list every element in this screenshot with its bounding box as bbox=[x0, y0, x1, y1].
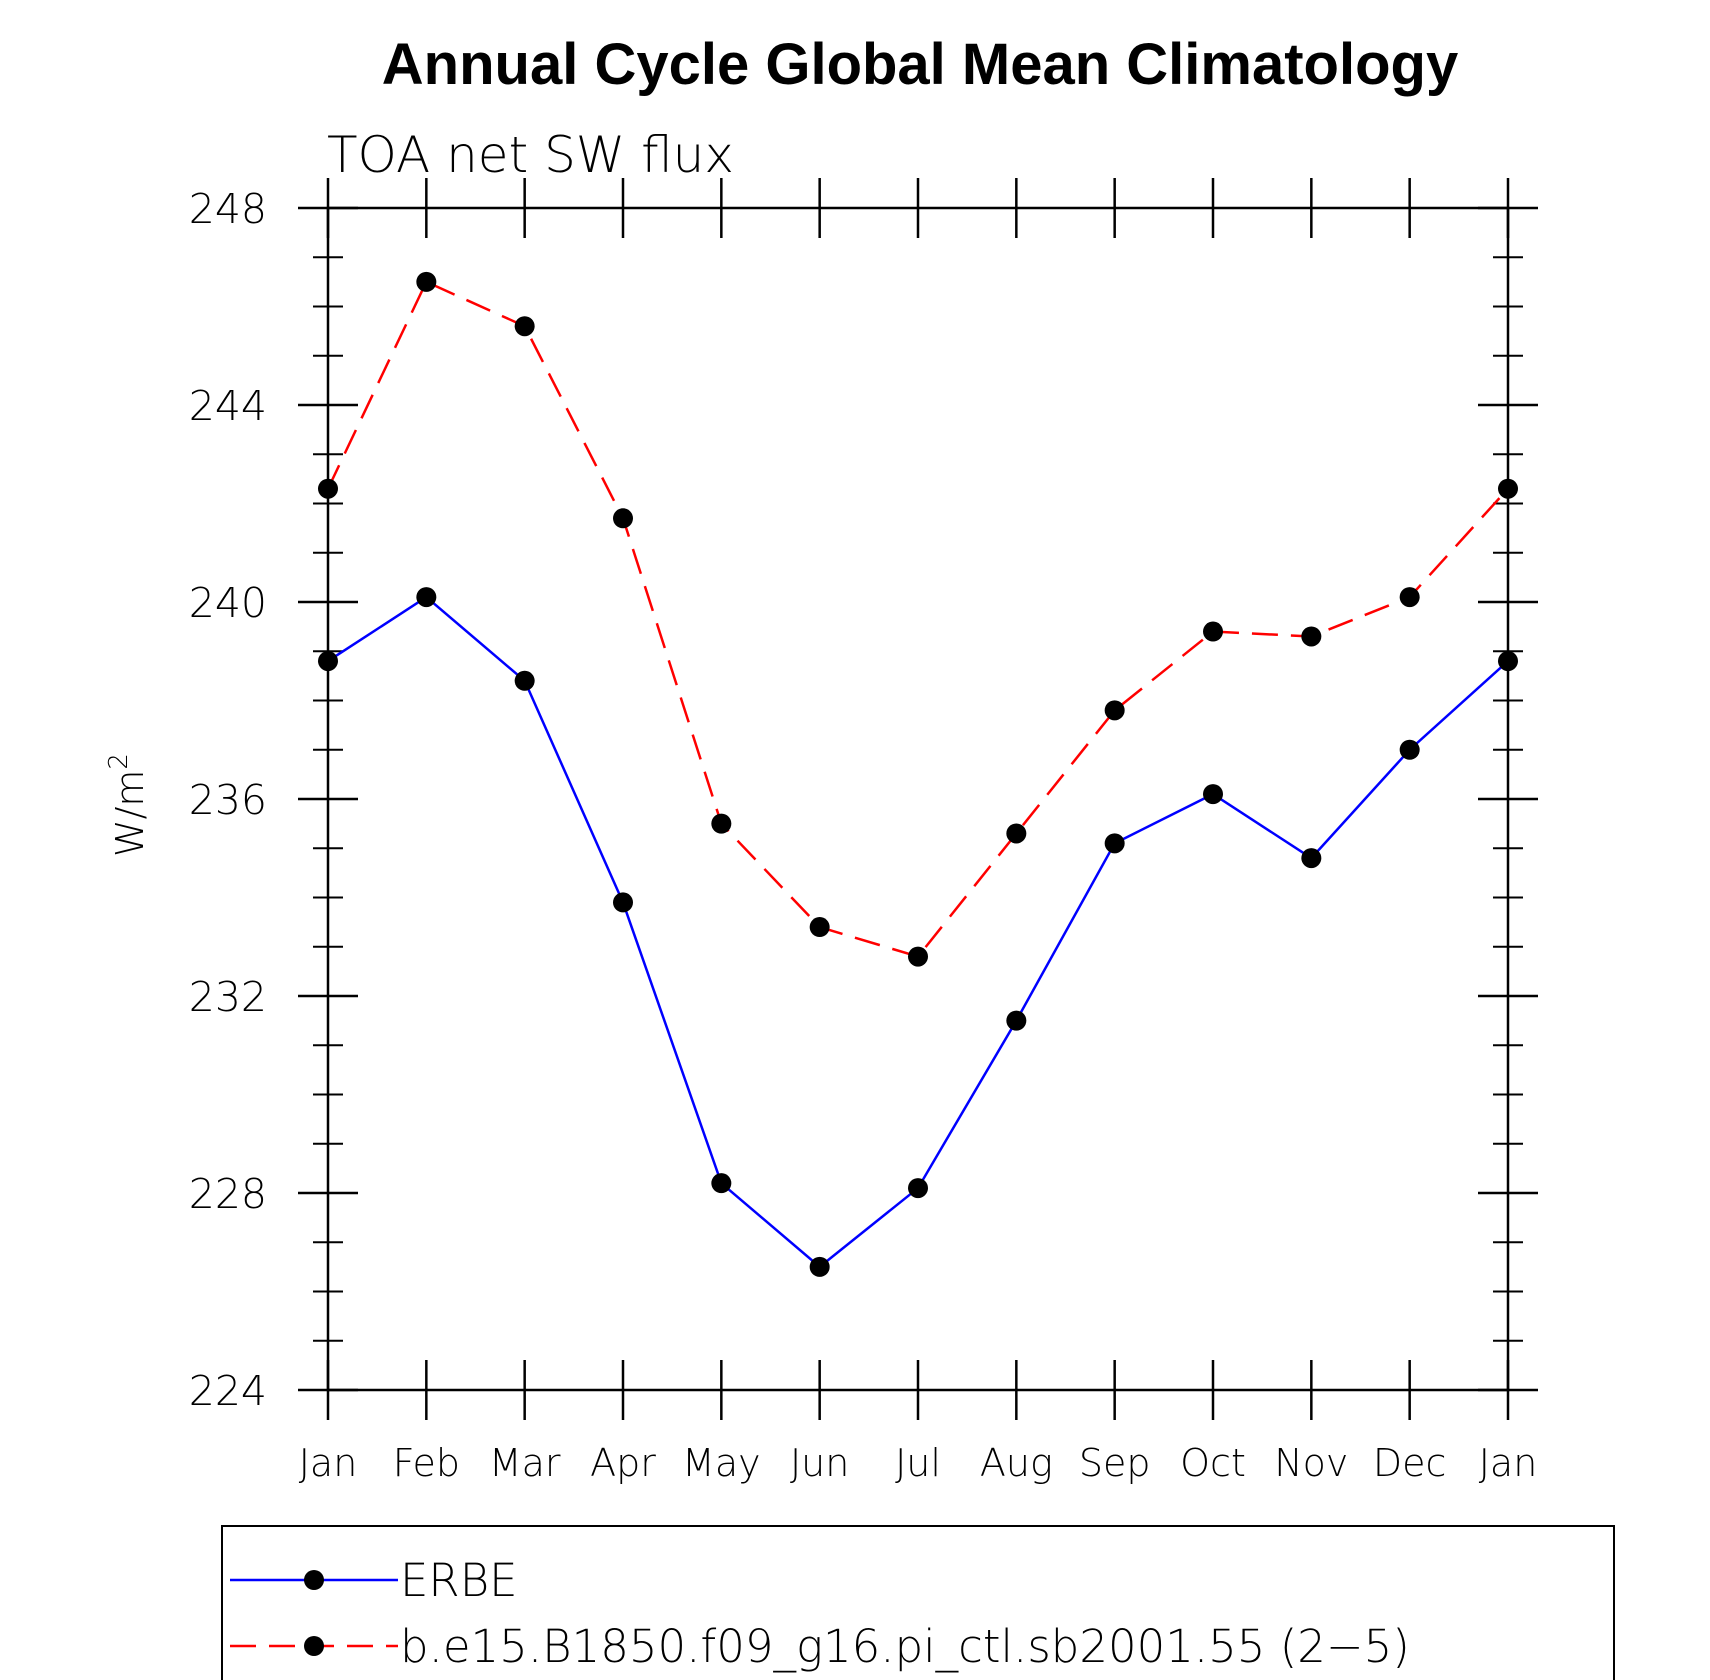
x-tick-label: Nov bbox=[1274, 1441, 1348, 1485]
data-point-series-1 bbox=[1399, 739, 1420, 760]
data-point-series-2 bbox=[908, 946, 928, 967]
x-tick-label: Jan bbox=[1479, 1441, 1538, 1485]
data-point-series-1 bbox=[908, 1178, 928, 1199]
series-markers bbox=[318, 271, 1518, 1277]
data-point-series-2 bbox=[1006, 823, 1027, 844]
y-tick-label: 240 bbox=[189, 579, 267, 627]
data-point-series-2 bbox=[1301, 626, 1322, 647]
x-tick-label: Dec bbox=[1373, 1441, 1447, 1485]
y-tick-label: 244 bbox=[189, 382, 267, 430]
data-point-series-1 bbox=[514, 670, 535, 691]
series-lines bbox=[326, 280, 1509, 1269]
y-axis-label-superscript: 2 bbox=[104, 753, 134, 770]
legend-label-1: ERBE bbox=[400, 1554, 518, 1607]
data-point-series-1 bbox=[809, 1256, 830, 1277]
series-line-2 bbox=[326, 280, 1509, 959]
data-point-series-2 bbox=[416, 271, 437, 292]
x-tick-label: Jan bbox=[299, 1441, 358, 1485]
legend-marker-2 bbox=[304, 1636, 324, 1656]
x-tick-label: May bbox=[682, 1441, 761, 1485]
data-point-series-2 bbox=[1399, 587, 1420, 608]
x-tick-label: Oct bbox=[1180, 1441, 1246, 1485]
tick-labels: 224 228 232 236 240 244 248 Jan Feb Mar Apr May Jun J… bbox=[189, 185, 1538, 1485]
y-tick-label: 248 bbox=[189, 185, 267, 233]
y-tick-label: 236 bbox=[189, 776, 267, 824]
axis-ticks bbox=[298, 178, 1538, 1420]
x-tick-label: Mar bbox=[489, 1441, 561, 1485]
y-tick-label: 228 bbox=[189, 1170, 267, 1218]
legend-label-2: b.e15.B1850.f09_g16.pi_ctl.sb2001.55 (2−… bbox=[400, 1620, 1410, 1673]
x-tick-label: Sep bbox=[1079, 1441, 1151, 1485]
data-point-series-2 bbox=[1104, 700, 1125, 721]
plot-frame bbox=[326, 206, 1510, 1392]
y-tick-label: 232 bbox=[189, 973, 267, 1021]
series-line-1 bbox=[327, 595, 1509, 1269]
x-tick-label: Jul bbox=[895, 1441, 941, 1485]
chart-subtitle: TOA net SW flux bbox=[327, 126, 734, 184]
data-point-series-1 bbox=[711, 1173, 732, 1194]
legend: ERBE b.e15.B1850.f09_g16.pi_ctl.sb2001.55… bbox=[221, 1525, 1615, 1680]
y-axis-label-base: W/m bbox=[108, 770, 152, 857]
legend-marker-1 bbox=[304, 1570, 324, 1590]
y-tick-label: 224 bbox=[189, 1367, 267, 1415]
data-point-series-1 bbox=[1104, 833, 1125, 854]
x-tick-label: Feb bbox=[393, 1441, 460, 1485]
data-point-series-2 bbox=[711, 813, 732, 834]
data-point-series-1 bbox=[1203, 784, 1223, 805]
legend-box bbox=[221, 1525, 1615, 1680]
data-point-series-1 bbox=[1006, 1010, 1027, 1031]
x-tick-label: Aug bbox=[980, 1441, 1053, 1485]
data-point-series-2 bbox=[613, 508, 633, 529]
x-tick-label: Jun bbox=[790, 1441, 849, 1485]
data-point-series-1 bbox=[416, 587, 437, 608]
x-tick-label: Apr bbox=[590, 1441, 656, 1485]
data-point-series-1 bbox=[1301, 848, 1322, 869]
data-point-series-2 bbox=[1203, 621, 1223, 642]
y-axis-label: W/m2 bbox=[104, 753, 152, 857]
data-point-series-1 bbox=[613, 892, 633, 913]
data-point-series-2 bbox=[514, 316, 535, 337]
data-point-series-2 bbox=[809, 917, 830, 938]
chart-title: Annual Cycle Global Mean Climatology bbox=[382, 32, 1458, 97]
